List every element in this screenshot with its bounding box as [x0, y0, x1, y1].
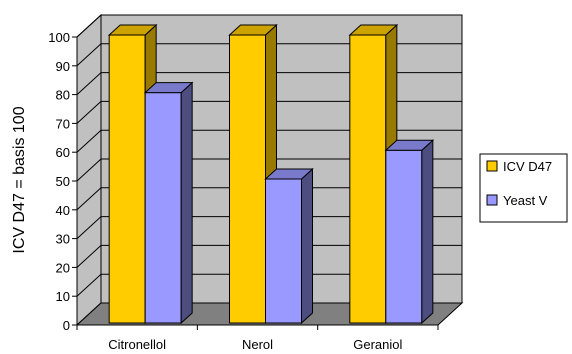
legend-swatch	[486, 194, 498, 206]
bar-top	[107, 24, 158, 36]
y-axis-title: ICV D47 = basis 100	[11, 106, 28, 253]
bar-top	[384, 139, 435, 151]
legend-label: Yeast V	[503, 193, 548, 208]
gridline	[76, 14, 462, 38]
x-tick-label: Nerol	[242, 337, 273, 352]
chart-labels: 0 10 20 30 40 50 60 70 80 90 100 Citronellol Nerol Ge…	[48, 30, 402, 352]
bar-front	[229, 34, 266, 324]
y-tick-label: 100	[48, 30, 70, 45]
chart-bars	[107, 23, 435, 325]
legend-label: ICV D47	[503, 159, 552, 174]
bar-top	[228, 24, 278, 36]
y-tick-label: 70	[56, 116, 70, 131]
bar-front	[385, 149, 423, 324]
gridline	[76, 100, 462, 124]
bar-front	[108, 34, 146, 324]
gridline	[76, 72, 462, 95]
bar	[264, 167, 314, 325]
chart-legend: ICV D47 Yeast V	[479, 153, 568, 223]
bar	[143, 81, 194, 325]
bar-side	[421, 139, 434, 325]
y-tick-label: 80	[56, 88, 70, 103]
bar-side	[301, 167, 313, 325]
y-tick-label: 20	[56, 260, 70, 275]
bar-front	[349, 34, 387, 324]
gridline	[76, 129, 462, 153]
y-tick-label: 50	[56, 174, 70, 189]
bar-top	[264, 168, 314, 180]
bar-side	[180, 81, 193, 325]
gridline	[76, 187, 462, 211]
y-tick-label: 0	[63, 318, 70, 333]
bar-front	[144, 92, 182, 324]
y-tick-label: 30	[56, 232, 70, 247]
bar-front	[265, 178, 302, 324]
bar-top	[143, 82, 194, 94]
chart-axes	[72, 36, 439, 330]
y-tick-label: 90	[56, 59, 70, 74]
gridline	[76, 43, 462, 67]
x-tick-label: Geraniol	[353, 337, 402, 352]
bar	[384, 139, 435, 325]
gridline	[76, 244, 462, 268]
legend-swatch	[486, 160, 498, 172]
x-tick-label: Citronellol	[108, 337, 166, 352]
bar-top	[348, 24, 399, 36]
y-tick-label: 40	[56, 203, 70, 218]
gridline	[76, 158, 462, 182]
gridline	[76, 273, 462, 297]
y-tick-label: 10	[56, 289, 70, 304]
y-tick-label: 60	[56, 145, 70, 160]
gridline	[76, 216, 462, 239]
